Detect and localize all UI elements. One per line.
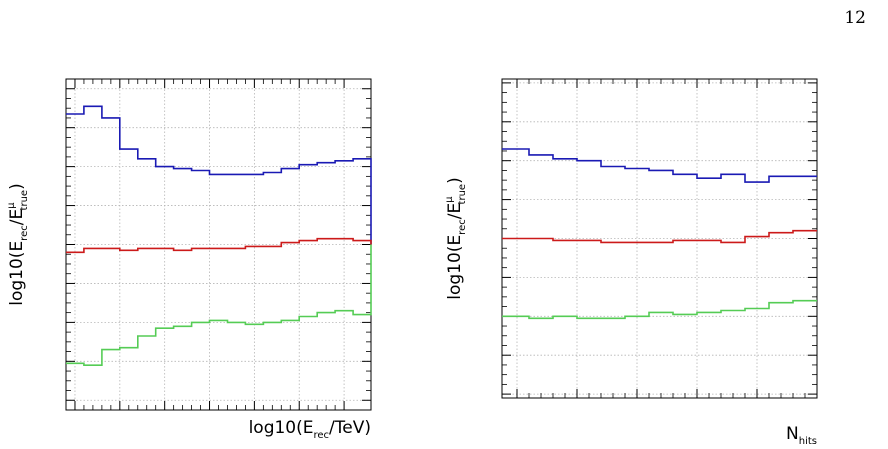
series-upper-line [502, 148, 817, 183]
series-median-line [66, 237, 372, 254]
series-lower-line [66, 244, 372, 366]
series-median-line [502, 229, 817, 244]
energy-resolution-vs-log-energy-chart: log10(Erec/Eμ true) log10(Erec/TeV) [6, 78, 372, 441]
page-number: 12 [844, 8, 866, 28]
y-axis-title: log10(Erec/Eμ true) [6, 183, 30, 305]
energy-resolution-vs-nhits-chart: log10(Erec/Eμ true) Nhits [444, 78, 818, 447]
x-axis-title: log10(Erec/TeV) [249, 418, 371, 441]
series-upper-line [66, 105, 372, 245]
y-axis-title: log10(Erec/Eμ true) [444, 177, 468, 299]
series-lower-line [502, 299, 817, 320]
x-axis-title: Nhits [786, 424, 817, 447]
